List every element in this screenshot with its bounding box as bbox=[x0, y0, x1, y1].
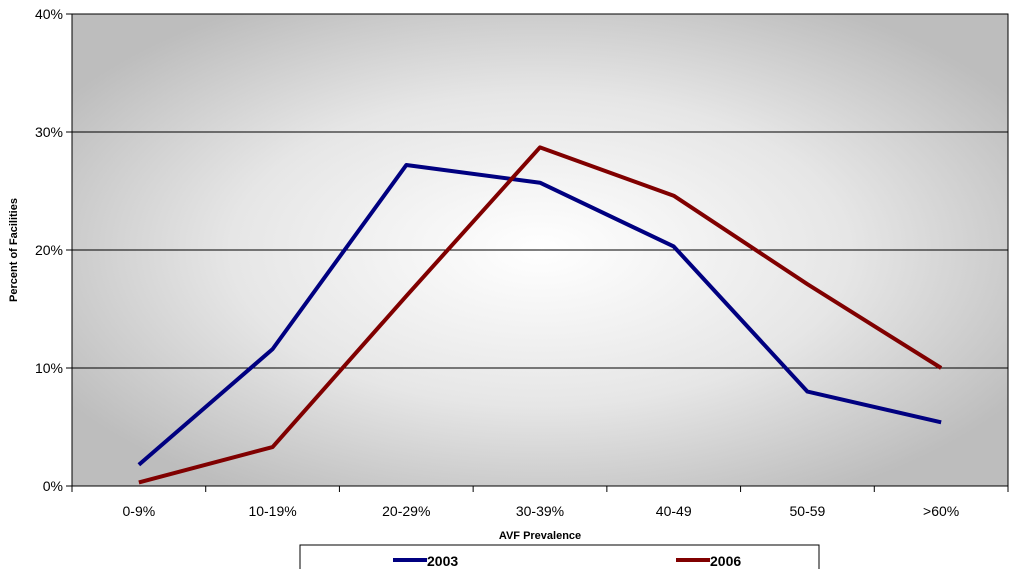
x-tick-label: 40-49 bbox=[656, 503, 692, 519]
x-tick-label: >60% bbox=[923, 503, 959, 519]
y-tick-label: 40% bbox=[35, 6, 63, 22]
y-tick-label: 0% bbox=[43, 478, 63, 494]
x-tick-label: 20-29% bbox=[382, 503, 430, 519]
legend-label-2003: 2003 bbox=[427, 553, 458, 569]
x-tick-label: 0-9% bbox=[123, 503, 156, 519]
series-layer bbox=[137, 145, 943, 485]
legend-box bbox=[299, 544, 820, 569]
y-axis-title: Percent of Facilities bbox=[8, 198, 20, 302]
y-tick-label: 20% bbox=[35, 242, 63, 258]
y-axis: 0% 10% 20% 30% 40% bbox=[35, 6, 72, 494]
y-tick-label: 30% bbox=[35, 124, 63, 140]
x-axis: 0-9% 10-19% 20-29% 30-39% 40-49 50-59 >60% bbox=[71, 486, 1009, 519]
y-tick-label: 10% bbox=[35, 360, 63, 376]
gridlines bbox=[72, 131, 1008, 369]
x-tick-label: 50-59 bbox=[790, 503, 826, 519]
x-tick-label: 10-19% bbox=[248, 503, 296, 519]
legend: 2003 2006 bbox=[299, 544, 820, 569]
x-axis-title: AVF Prevalence bbox=[499, 530, 581, 542]
x-tick-label: 30-39% bbox=[516, 503, 564, 519]
series-line-2006 bbox=[138, 145, 943, 485]
legend-label-2006: 2006 bbox=[710, 553, 741, 569]
series-line-2003 bbox=[137, 163, 942, 467]
